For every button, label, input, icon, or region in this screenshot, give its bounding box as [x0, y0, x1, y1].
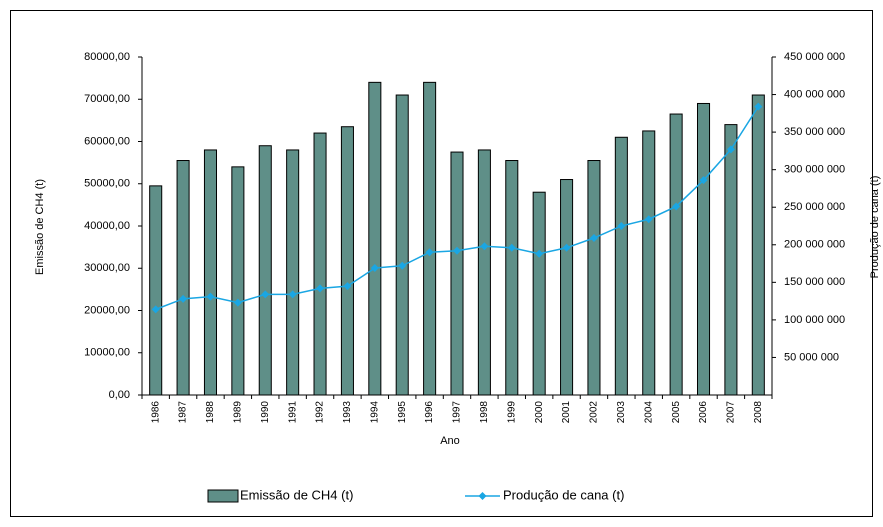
y-tick-label: 50000,00: [84, 178, 130, 190]
x-tick-label: 1997: [452, 401, 463, 424]
x-tick-label: 2000: [534, 401, 545, 424]
line-marker: [617, 222, 626, 230]
bar: [231, 166, 245, 396]
line-marker: [179, 294, 188, 303]
legend-label: Emissão de CH4 (t): [240, 487, 353, 502]
x-tick-label: 1986: [150, 401, 161, 424]
y2-axis-title: Produção de cana (t): [869, 176, 881, 279]
y2-tick-label: 300 000 000: [784, 164, 845, 176]
bar: [368, 81, 382, 396]
x-tick-label: 2001: [561, 401, 572, 424]
bar: [149, 185, 163, 396]
bar: [614, 136, 628, 396]
legend-label: Produção de cana (t): [503, 487, 624, 502]
y2-tick-label: 100 000 000: [784, 314, 845, 326]
y-tick-label: 80000,00: [84, 51, 130, 63]
y2-tick-label: 200 000 000: [784, 239, 845, 251]
y-tick-label: 60000,00: [84, 135, 130, 147]
line-marker: [370, 264, 379, 273]
bar: [395, 94, 409, 396]
bar: [203, 149, 218, 396]
bar: [751, 94, 765, 396]
x-tick-label: 1988: [205, 401, 216, 424]
bar: [477, 149, 491, 396]
x-tick-label: 2003: [616, 401, 627, 424]
line-marker: [316, 284, 325, 293]
x-axis-title: Ano: [440, 435, 460, 447]
line-marker: [453, 246, 461, 255]
line-marker: [507, 243, 516, 252]
x-tick-label: 1989: [233, 401, 244, 424]
y-axis-title: Emissão de CH4 (t): [34, 179, 46, 275]
bar: [669, 113, 683, 396]
bar: [642, 130, 656, 396]
line-marker: [343, 282, 352, 291]
line-marker: [151, 305, 160, 314]
line-marker: [480, 242, 489, 251]
bar: [724, 124, 738, 396]
x-tick-label: 2008: [753, 401, 764, 424]
legend-swatch: [207, 489, 239, 503]
y2-tick-label: 150 000 000: [784, 276, 845, 288]
x-tick-label: 1993: [342, 401, 353, 424]
x-tick-label: 1999: [506, 401, 517, 424]
bar: [532, 191, 546, 396]
x-tick-label: 1987: [178, 401, 189, 424]
y2-tick-label: 400 000 000: [784, 88, 845, 100]
bar: [258, 145, 272, 396]
bar: [587, 160, 601, 396]
x-tick-label: 2005: [671, 401, 682, 424]
x-tick-label: 1998: [479, 401, 490, 424]
legend-swatch: [478, 492, 487, 500]
y-tick-label: 0,00: [109, 389, 130, 401]
line-marker: [754, 102, 763, 111]
y-tick-label: 30000,00: [84, 262, 130, 274]
line-marker: [425, 248, 434, 257]
line-marker: [726, 145, 735, 154]
x-tick-label: 1991: [287, 401, 298, 424]
y2-tick-label: 450 000 000: [784, 51, 845, 63]
bar: [450, 151, 464, 396]
x-tick-label: 1990: [260, 401, 271, 424]
x-tick-label: 2006: [698, 401, 709, 424]
y-tick-label: 10000,00: [84, 347, 130, 359]
x-tick-label: 1995: [397, 401, 408, 424]
y-tick-label: 70000,00: [84, 93, 130, 105]
line-marker: [233, 298, 242, 307]
x-tick-label: 2007: [726, 401, 737, 424]
line-marker: [288, 290, 297, 299]
bar: [696, 102, 711, 396]
line-marker: [535, 249, 544, 258]
y2-tick-label: 250 000 000: [784, 201, 845, 213]
x-tick-label: 2004: [643, 401, 654, 424]
bar: [286, 149, 300, 396]
bar: [423, 81, 437, 396]
x-tick-label: 1992: [315, 401, 326, 424]
y2-tick-label: 350 000 000: [784, 126, 845, 138]
line-marker: [644, 215, 653, 224]
bar: [313, 132, 327, 396]
x-tick-label: 1994: [369, 401, 380, 424]
bar: [176, 160, 190, 396]
x-tick-label: 1996: [424, 401, 435, 424]
line-marker: [562, 243, 571, 252]
line-marker: [672, 202, 681, 211]
bar: [340, 126, 354, 396]
bar: [505, 160, 519, 396]
line-marker: [589, 234, 598, 243]
y2-tick-label: 50 000 000: [784, 351, 839, 363]
line-marker: [699, 176, 708, 185]
y-tick-label: 40000,00: [84, 220, 130, 232]
x-tick-label: 2002: [589, 401, 600, 424]
line-marker: [261, 290, 270, 299]
line-marker: [206, 292, 215, 301]
line-marker: [398, 261, 407, 270]
bar: [560, 179, 574, 396]
y-tick-label: 20000,00: [84, 304, 130, 316]
